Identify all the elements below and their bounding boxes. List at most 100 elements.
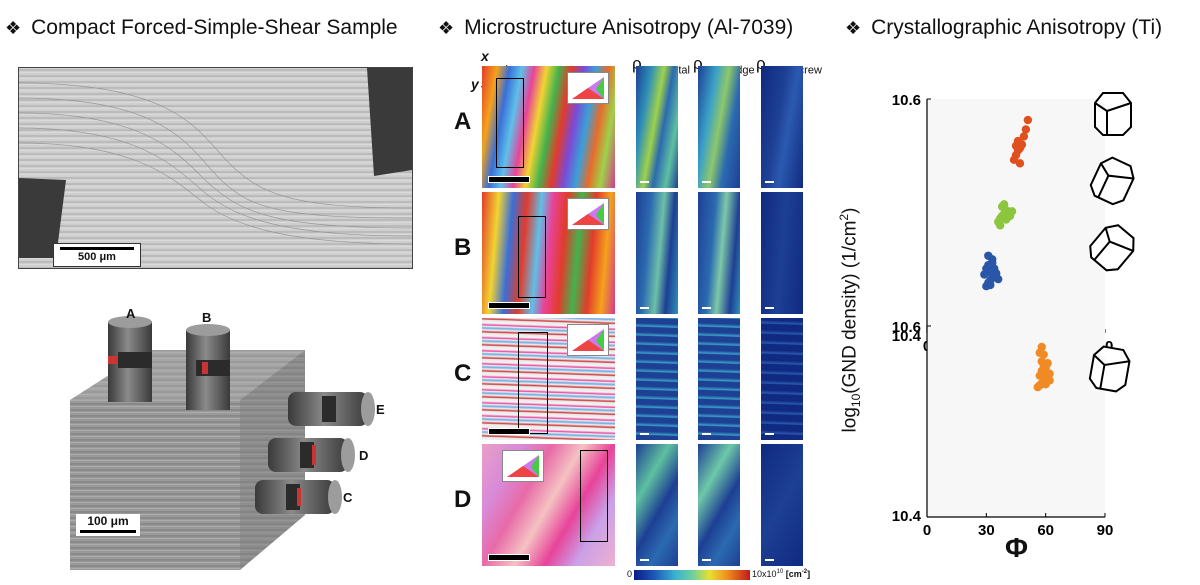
sem-scalebar-box: 500 μm (53, 243, 141, 267)
colorbar-max: 10x10 (752, 569, 777, 579)
hcp-crystal-icon (1089, 224, 1135, 272)
scatter-point (986, 280, 995, 290)
scatter-point (1039, 350, 1048, 359)
crystal-outline (1088, 345, 1131, 393)
scatter-point (1019, 132, 1029, 141)
scalebar (765, 559, 774, 561)
scalebar (488, 302, 530, 309)
sem-scalebar-line (60, 247, 134, 250)
sem-micrograph (19, 68, 412, 268)
x-tick-label: 30 (978, 522, 995, 539)
scalebar (702, 559, 711, 561)
colorbar-unit: [cm (783, 569, 802, 579)
row-label-c: C (454, 360, 472, 387)
gnd-screw-d (761, 444, 803, 566)
ebsd-map-c (482, 318, 615, 440)
roi-box (518, 332, 548, 434)
y-tick-label: 10.4 (892, 508, 922, 525)
header-right-text: Crystallographic Anisotropy (Ti) (871, 16, 1163, 39)
scalebar (702, 181, 711, 183)
colorbar (634, 570, 750, 580)
bullet-icon: ❖ (5, 18, 22, 38)
x-tick-label: 90 (1097, 522, 1114, 539)
scalebar (765, 307, 774, 309)
colorbar-exp: 10 (776, 569, 784, 575)
y-tick-label: 10.4 (892, 328, 922, 345)
ti-ylabel-post: (GND density) (1/cm (839, 220, 861, 394)
scatter-point (1037, 342, 1046, 352)
gnd-edge-b (698, 192, 740, 314)
bullet-icon: ❖ (438, 18, 455, 38)
gnd-screw-a (761, 66, 803, 188)
ti-ylabel: log10(GND density) (1/cm2) (837, 208, 863, 433)
row-label-d: D (454, 486, 472, 513)
hcp-crystal-icon (1088, 345, 1131, 393)
header-left-text: Compact Forced-Simple-Shear Sample (31, 16, 398, 39)
crystal-outline (1089, 224, 1135, 272)
ti-ylabel-sup: 2 (836, 213, 851, 221)
roi-box (496, 78, 524, 168)
ipf-legend (567, 72, 609, 104)
gnd-total-d (636, 444, 678, 566)
plot-area-1 (927, 99, 1105, 333)
scatter-point (980, 270, 989, 279)
scalebar (488, 428, 530, 435)
hcp-crystal-icon (1094, 92, 1132, 136)
scatter-point (994, 274, 1003, 284)
pillar-a (108, 316, 152, 402)
col-header-edge-rho: ρ (693, 54, 703, 73)
crystal-outline (1094, 92, 1132, 136)
y-tick-label: 10.6 (892, 319, 921, 336)
gnd-total-c (636, 318, 678, 440)
sem-image: 500 μm (18, 67, 413, 269)
gnd-edge-c (698, 318, 740, 440)
header-left: ❖ Compact Forced-Simple-Shear Sample (5, 16, 398, 40)
scalebar (765, 181, 774, 183)
pillar-c (255, 480, 342, 514)
scatter-point (1041, 380, 1050, 389)
gnd-total-b (636, 192, 678, 314)
x-tick-label: 60 (1037, 522, 1054, 539)
header-middle-text: Microstructure Anisotropy (Al-7039) (464, 16, 794, 39)
row-label-b: B (454, 234, 472, 261)
scalebar (765, 433, 774, 435)
ebsd-map-a (482, 66, 615, 188)
roi-box (518, 216, 546, 298)
pillar-label-a: A (126, 306, 136, 321)
scalebar (640, 559, 649, 561)
scatter-point (999, 200, 1009, 209)
gnd-edge-d (698, 444, 740, 566)
header-middle: ❖ Microstructure Anisotropy (Al-7039) (438, 16, 793, 40)
ebsd-map-d (482, 444, 615, 566)
cube-scalebar-box: 100 μm (76, 514, 140, 536)
scatter-point (1037, 357, 1046, 366)
scatter-point (1001, 215, 1011, 224)
colorbar-min: 0 (627, 569, 633, 579)
colorbar-unit-exp: -2 (801, 569, 808, 575)
ti-ylabel-end: ) (839, 207, 861, 214)
colorbar-unit-end: ] (807, 569, 811, 579)
scatter-point (1011, 141, 1021, 150)
scatter-point (1035, 371, 1044, 380)
col-header-screw-rho: ρ (756, 54, 766, 73)
crystal-outline (1089, 156, 1135, 206)
gnd-total-a (636, 66, 678, 188)
gnd-screw-c (761, 318, 803, 440)
gnd-screw-b (761, 192, 803, 314)
roi-box (580, 450, 608, 542)
pillar-label-e: E (376, 402, 385, 417)
scalebar (640, 433, 649, 435)
ebsd-map-b (482, 192, 615, 314)
pillar-label-b: B (202, 310, 212, 325)
ti-ylabel-wrap: log10(GND density) (1/cm2) (835, 120, 865, 520)
x-tick-label: 0 (923, 522, 931, 539)
ti-ylabel-pre: log (839, 407, 861, 433)
sem-scalebar-label: 500 μm (78, 251, 116, 263)
axis-y-label: y (471, 76, 479, 92)
cube-figure: A B E D C 100 μm (60, 300, 400, 575)
ti-phi-label: Φ (1005, 532, 1028, 563)
scatter-point (1007, 207, 1017, 216)
scatter-point (1023, 115, 1033, 125)
cube-scalebar-line (80, 530, 136, 533)
